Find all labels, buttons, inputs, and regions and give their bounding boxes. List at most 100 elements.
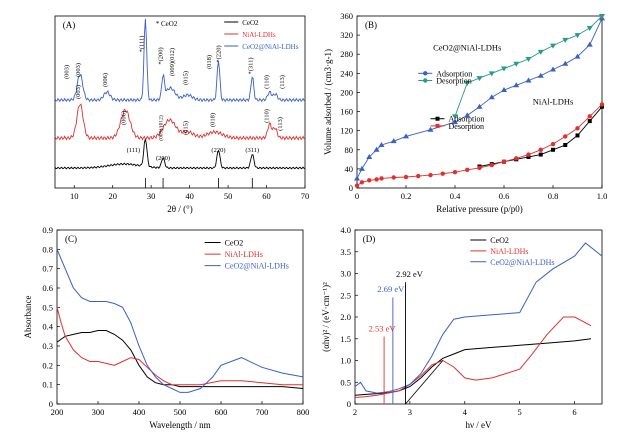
bandgap-label: 2.69 eV [377,284,405,294]
data-point [550,43,556,49]
series-line [479,106,603,167]
x-tick-label: 200 [51,407,64,417]
data-point [452,119,458,125]
y-tick-label: 3.0 [340,269,351,279]
panel-1: (B) 0 0.2 0.4 0.6 0.8 1.0 0 40 80 120 160 200 240 280 3… [323,11,607,214]
panel-label: (C) [65,234,77,244]
y-axis-label: Absorbance [23,296,33,339]
data-point [403,174,409,180]
data-point [575,133,580,138]
data-point [538,152,543,157]
legend-label: Adsorption [449,115,485,124]
data-point [537,49,544,55]
data-point [403,133,409,139]
data-point [538,147,543,152]
x-tick-label: 20 [108,191,117,201]
x-axis-label: hν / eV [465,420,492,430]
series-ceo2 [54,138,306,170]
data-point [359,180,365,185]
y-tick-label: 320 [340,30,353,40]
annotation-ldh: NiAl-LDHs [533,96,574,106]
x-tick-label: 50 [224,191,233,201]
data-point [366,153,373,159]
panel-2: (C) 200 300 400 500 600 700 800 0 0.1 0.2 0.3 0.4 0.5… [23,225,309,430]
x-tick-label: 6 [572,407,576,417]
data-point [379,176,384,181]
data-point [537,72,544,78]
data-point [488,71,495,77]
plot-frame [356,15,603,189]
ldh-peak-label: (113) [277,117,284,131]
data-point [358,165,365,171]
y-tick-label: 160 [340,107,353,117]
data-point [550,66,556,72]
y-tick-label: 0.6 [42,283,53,293]
y-tick-label: 200 [340,87,353,97]
ceo2-peak-label: (220) [211,147,225,154]
ldh-peak-label: (110) [263,109,270,123]
composite-peak-label: (018) [206,55,213,69]
y-axis-label: (αhν)² / (eV·cm⁻¹)² [321,282,331,352]
data-point [464,80,471,86]
y-tick-label: 0.3 [42,341,53,351]
data-point [525,57,532,62]
y-tick-label: 0.9 [42,225,53,235]
composite-peak-label: *(220) [215,45,222,62]
data-point [586,41,593,47]
series-ceo2-nial-ldhs [54,18,306,103]
composite-peak-label: (015) [183,71,190,85]
legend-marker [423,78,428,83]
panel-0: (A) 10 20 30 40 50 60 70 2θ / (°) (111) (200) (220)… [54,15,310,214]
legend-label: CeO2 [490,236,509,245]
legend-label: CeO2@NiAl-LDHs [490,258,554,267]
data-point [562,37,569,43]
x-tick-label: 4 [463,407,468,417]
data-point [587,114,592,119]
y-tick-label: 280 [340,49,353,59]
y-tick-label: 4.0 [340,225,351,235]
x-tick-label: 2 [353,407,357,417]
data-point [599,14,605,19]
data-point [440,171,445,176]
y-axis-label: Volume adsorbed / (cm3·g-1) [323,49,333,155]
data-point [514,156,519,161]
legend-label: CeO2@NiAl-LDHs [225,262,289,271]
ceo2-peak-label: (311) [245,147,259,154]
x-tick-label: 3 [408,407,412,417]
ldh-peak-label: (015) [183,121,190,135]
series-nial-ldhs [54,103,306,141]
composite-peak-label: *(311) [247,57,254,74]
y-tick-label: 2.0 [340,312,351,322]
legend-label: NiAl-LDHs [242,31,276,39]
x-tick-label: 70 [301,191,310,201]
y-tick-label: 240 [340,68,353,78]
data-point [367,178,372,183]
series-line [454,15,603,117]
y-tick-label: 40 [345,164,354,174]
y-tick-label: 0.2 [42,360,53,370]
legend-label: CeO2 [242,19,259,27]
x-tick-label: 0 [355,191,359,201]
data-point [587,119,592,124]
composite-peak-label: (009)(012) [169,48,176,76]
data-point [551,147,555,152]
data-point [575,126,580,131]
data-point [599,102,605,107]
x-tick-label: 800 [297,407,310,417]
y-tick-label: 0 [347,399,351,409]
x-tick-label: 40 [185,191,194,201]
y-tick-label: 0 [349,183,353,193]
composite-peak-label: (006) [102,73,109,87]
data-point [513,61,520,67]
data-point [464,112,471,118]
plot-frame [56,229,304,405]
x-tick-label: 0.4 [450,191,461,201]
x-axis-label: Wavelength / nm [149,420,210,430]
data-point [586,25,593,31]
data-point [354,175,360,181]
data-point [526,154,531,159]
data-point [526,152,531,157]
y-tick-label: 0.4 [42,322,53,332]
data-point [476,103,483,109]
